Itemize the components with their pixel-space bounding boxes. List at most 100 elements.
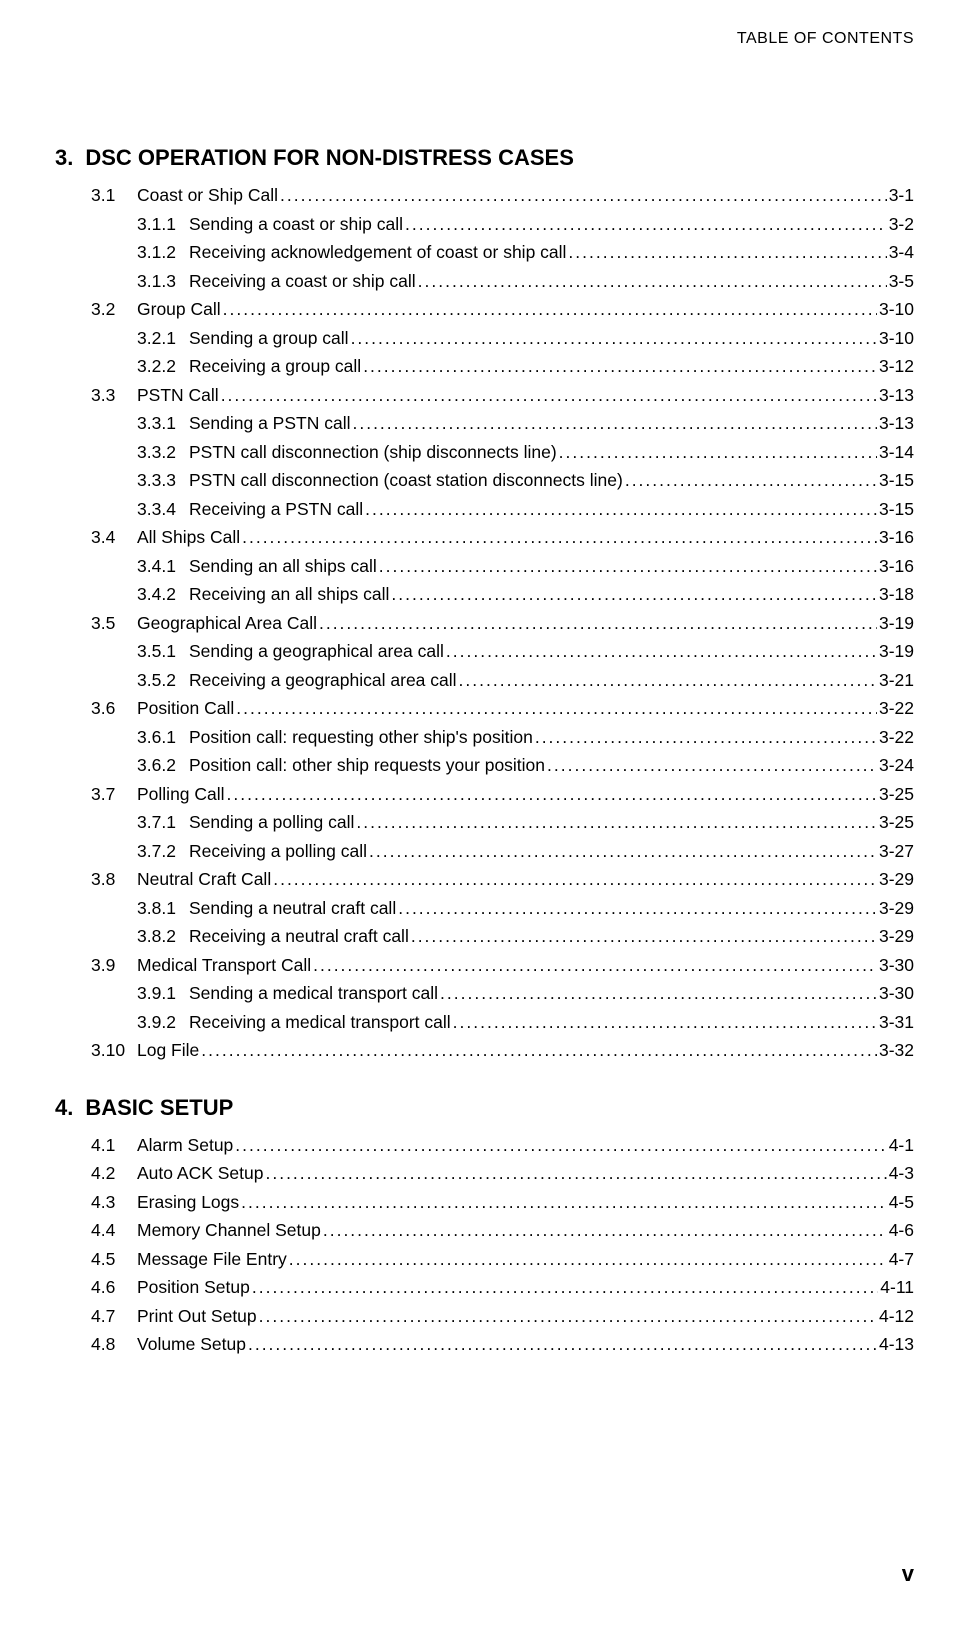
entry-title: Receiving an all ships call	[189, 580, 389, 609]
entry-page: 3-16	[879, 523, 914, 552]
toc-leader-dots	[280, 181, 887, 210]
chapter: 4.BASIC SETUP4.1Alarm Setup 4-14.2Auto A…	[55, 1095, 914, 1359]
entry-number: 4.2	[91, 1159, 137, 1188]
toc-leader-dots	[259, 1302, 877, 1331]
toc-leader-dots	[547, 751, 877, 780]
entry-page: 3-10	[879, 324, 914, 353]
toc-entry: 3.1.1Sending a coast or ship call 3-2	[55, 210, 914, 239]
entry-page: 3-25	[879, 808, 914, 837]
toc-entry: 3.7.2Receiving a polling call 3-27	[55, 837, 914, 866]
chapter: 3.DSC OPERATION FOR NON-DISTRESS CASES 3.…	[55, 145, 914, 1065]
toc-entry: 4.1Alarm Setup 4-1	[55, 1131, 914, 1160]
entry-title: Position call: requesting other ship's p…	[189, 723, 533, 752]
toc-leader-dots	[313, 951, 877, 980]
entry-page: 3-29	[879, 894, 914, 923]
entry-number: 3.6	[91, 694, 137, 723]
entry-page: 4-11	[880, 1273, 914, 1302]
toc-leader-dots	[411, 922, 877, 951]
entry-title: Sending an all ships call	[189, 552, 377, 581]
entry-page: 3-5	[889, 267, 914, 296]
toc-entry: 3.3.3PSTN call disconnection (coast stat…	[55, 466, 914, 495]
toc-leader-dots	[273, 865, 877, 894]
toc-leader-dots	[369, 837, 877, 866]
entry-number: 3.9.2	[137, 1008, 189, 1037]
entry-number: 3.1.1	[137, 210, 189, 239]
entry-page: 3-22	[879, 694, 914, 723]
toc-leader-dots	[559, 438, 877, 467]
toc-leader-dots	[351, 324, 877, 353]
entry-number: 4.1	[91, 1131, 137, 1160]
toc-leader-dots	[568, 238, 886, 267]
toc-content: 3.DSC OPERATION FOR NON-DISTRESS CASES 3.…	[55, 145, 914, 1389]
entry-page: 3-22	[879, 723, 914, 752]
entry-page: 3-1	[889, 181, 914, 210]
entry-title: Volume Setup	[137, 1330, 246, 1359]
page-header: TABLE OF CONTENTS	[737, 30, 914, 48]
entry-number: 3.1.3	[137, 267, 189, 296]
toc-leader-dots	[319, 609, 877, 638]
entry-title: Auto ACK Setup	[137, 1159, 263, 1188]
entry-page: 3-29	[879, 922, 914, 951]
entry-page: 3-2	[889, 210, 914, 239]
entry-title: Position Setup	[137, 1273, 250, 1302]
toc-leader-dots	[242, 523, 877, 552]
toc-entry: 3.5.2Receiving a geographical area call …	[55, 666, 914, 695]
toc-entry: 3.1.3Receiving a coast or ship call 3-5	[55, 267, 914, 296]
entry-page: 3-29	[879, 865, 914, 894]
entry-title: Medical Transport Call	[137, 951, 311, 980]
entry-title: Log File	[137, 1036, 199, 1065]
toc-entry: 3.8.1Sending a neutral craft call 3-29	[55, 894, 914, 923]
toc-leader-dots	[453, 1008, 877, 1037]
entry-page: 3-21	[879, 666, 914, 695]
entry-number: 3.9	[91, 951, 137, 980]
chapter-title: 3.DSC OPERATION FOR NON-DISTRESS CASES	[55, 145, 914, 171]
chapter-name: BASIC SETUP	[85, 1095, 233, 1121]
toc-leader-dots	[379, 552, 877, 581]
entry-title: Sending a medical transport call	[189, 979, 438, 1008]
toc-leader-dots	[236, 694, 877, 723]
toc-entry: 3.3.4Receiving a PSTN call 3-15	[55, 495, 914, 524]
toc-leader-dots	[323, 1216, 887, 1245]
toc-entry: 3.7.1Sending a polling call 3-25	[55, 808, 914, 837]
entry-title: Print Out Setup	[137, 1302, 257, 1331]
entry-page: 4-13	[879, 1330, 914, 1359]
entry-page: 3-24	[879, 751, 914, 780]
entry-title: Group Call	[137, 295, 221, 324]
entry-page: 3-14	[879, 438, 914, 467]
entry-title: Receiving a medical transport call	[189, 1008, 451, 1037]
toc-leader-dots	[201, 1036, 877, 1065]
entry-title: Position call: other ship requests your …	[189, 751, 545, 780]
entry-number: 4.7	[91, 1302, 137, 1331]
entry-page: 3-15	[879, 495, 914, 524]
entry-number: 3.7.2	[137, 837, 189, 866]
entry-number: 3.2.2	[137, 352, 189, 381]
toc-entry: 3.2Group Call 3-10	[55, 295, 914, 324]
entry-number: 3.3.4	[137, 495, 189, 524]
entry-number: 4.4	[91, 1216, 137, 1245]
toc-entry: 3.5.1Sending a geographical area call 3-…	[55, 637, 914, 666]
toc-entry: 3.9Medical Transport Call 3-30	[55, 951, 914, 980]
entry-page: 3-15	[879, 466, 914, 495]
entry-page: 4-12	[879, 1302, 914, 1331]
chapter-name: DSC OPERATION FOR NON-DISTRESS CASES	[85, 145, 574, 171]
entry-title: Sending a coast or ship call	[189, 210, 403, 239]
entry-page: 4-3	[889, 1159, 914, 1188]
entry-number: 3.9.1	[137, 979, 189, 1008]
entry-title: Alarm Setup	[137, 1131, 233, 1160]
entry-title: Receiving a geographical area call	[189, 666, 457, 695]
toc-entry: 3.8.2Receiving a neutral craft call 3-29	[55, 922, 914, 951]
entry-page: 3-18	[879, 580, 914, 609]
entry-page: 3-25	[879, 780, 914, 809]
entry-number: 3.8	[91, 865, 137, 894]
entry-title: Polling Call	[137, 780, 225, 809]
toc-leader-dots	[365, 495, 877, 524]
toc-leader-dots	[535, 723, 877, 752]
entry-number: 3.7	[91, 780, 137, 809]
entry-title: Sending a neutral craft call	[189, 894, 396, 923]
entry-number: 3.4.2	[137, 580, 189, 609]
toc-leader-dots	[248, 1330, 877, 1359]
entry-page: 3-30	[879, 979, 914, 1008]
entry-title: PSTN Call	[137, 381, 219, 410]
entry-page: 3-13	[879, 409, 914, 438]
entry-number: 3.6.1	[137, 723, 189, 752]
